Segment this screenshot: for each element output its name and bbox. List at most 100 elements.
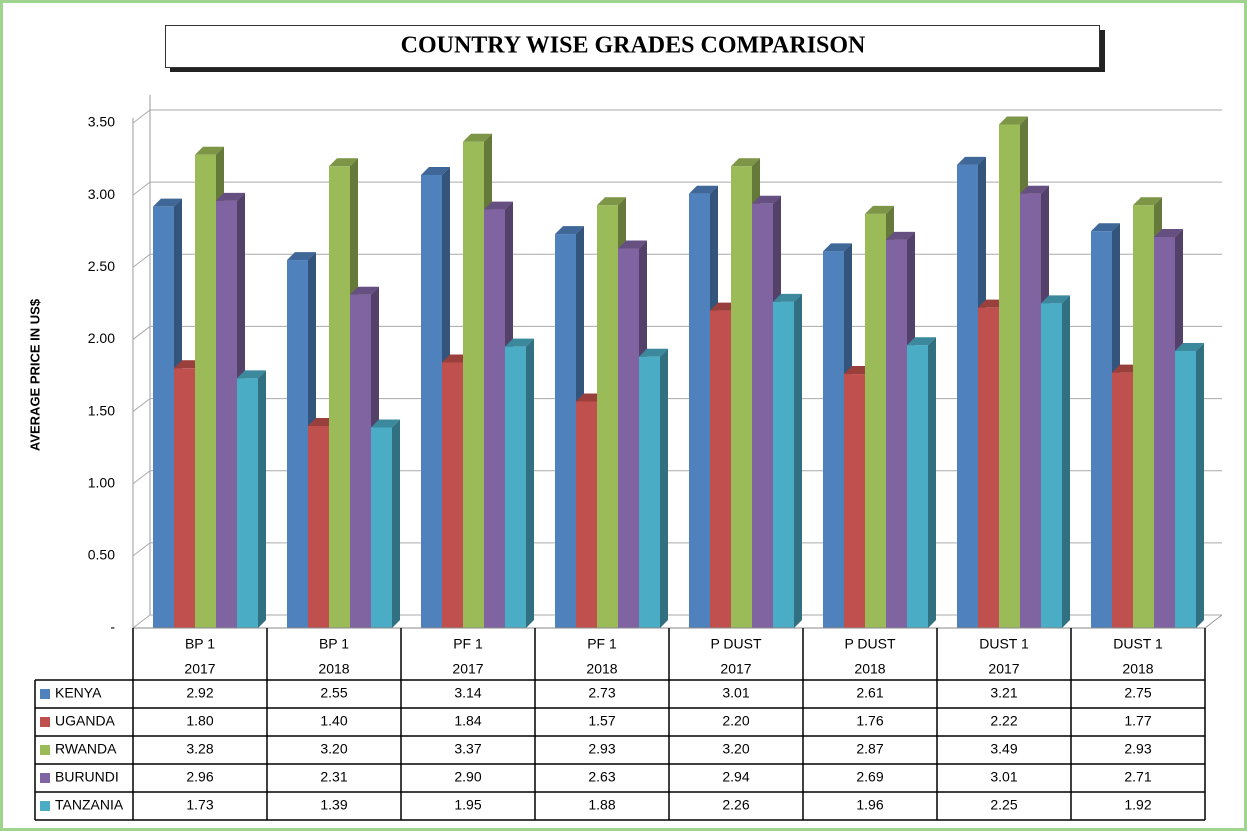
bar-top bbox=[463, 133, 492, 142]
y-axis-label: AVERAGE PRICE IN US$ bbox=[27, 298, 42, 451]
bar-side bbox=[794, 293, 802, 628]
bar-top bbox=[865, 205, 894, 214]
table-value: 3.21 bbox=[990, 685, 1017, 701]
bar-top-shade bbox=[1041, 295, 1070, 304]
bar bbox=[350, 294, 371, 628]
bar-top-shade bbox=[153, 198, 182, 207]
table-value: 2.55 bbox=[320, 685, 347, 701]
x-tick-label: 2018 bbox=[318, 661, 349, 677]
bar bbox=[1175, 350, 1196, 628]
table-value: 2.69 bbox=[856, 769, 883, 785]
bar-top-shade bbox=[484, 201, 513, 210]
bar-top-shade bbox=[1154, 228, 1183, 237]
bar-top-shade bbox=[752, 195, 781, 204]
table-value: 3.49 bbox=[990, 741, 1017, 757]
bar bbox=[639, 356, 660, 628]
bar-top bbox=[1154, 228, 1183, 237]
table-value: 2.63 bbox=[588, 769, 615, 785]
bar-top-shade bbox=[639, 348, 668, 357]
bar-top bbox=[618, 240, 647, 249]
grid-line bbox=[132, 325, 1222, 340]
table-value: 1.39 bbox=[320, 797, 347, 813]
bar bbox=[597, 205, 618, 628]
bar-side bbox=[392, 419, 400, 628]
bar bbox=[287, 260, 308, 628]
bar bbox=[195, 154, 216, 628]
x-tick-label: 2018 bbox=[1122, 661, 1153, 677]
bar-top bbox=[731, 158, 760, 167]
bar bbox=[1091, 231, 1112, 628]
bar bbox=[576, 401, 597, 628]
bar-side-shade bbox=[258, 370, 266, 628]
bar bbox=[371, 427, 392, 628]
bar-top-shade bbox=[555, 226, 584, 235]
bar bbox=[463, 141, 484, 628]
legend-label: TANZANIA bbox=[55, 797, 124, 813]
bar bbox=[773, 301, 794, 628]
bar bbox=[237, 378, 258, 628]
bar bbox=[216, 200, 237, 628]
bar-side bbox=[526, 338, 534, 628]
bar-top bbox=[1041, 295, 1070, 304]
table-value: 2.93 bbox=[1124, 741, 1151, 757]
table-value: 1.96 bbox=[856, 797, 883, 813]
bar-top bbox=[1175, 342, 1204, 351]
bar-side-shade bbox=[1062, 295, 1070, 628]
bar-top-shade bbox=[505, 338, 534, 347]
y-tick-label: 2.50 bbox=[88, 258, 115, 274]
bar-top bbox=[1091, 223, 1120, 232]
bar bbox=[907, 345, 928, 628]
bar-top-shade bbox=[1020, 185, 1049, 194]
x-tick-label: 2017 bbox=[988, 661, 1019, 677]
bar bbox=[731, 166, 752, 629]
bar-top bbox=[639, 348, 668, 357]
bar bbox=[329, 166, 350, 629]
title-box bbox=[165, 25, 1100, 68]
table-value: 1.88 bbox=[588, 797, 615, 813]
bar bbox=[1112, 372, 1133, 628]
y-tick-label: 2.00 bbox=[88, 330, 115, 346]
table-value: 2.71 bbox=[1124, 769, 1151, 785]
bar-side bbox=[1196, 342, 1204, 628]
legend-swatch bbox=[40, 801, 50, 811]
axis-line bbox=[1204, 614, 1223, 629]
bar-top bbox=[555, 226, 584, 235]
bar-top bbox=[823, 243, 852, 252]
table-value: 3.28 bbox=[186, 741, 213, 757]
x-tick-label: P DUST bbox=[844, 636, 896, 652]
y-tick-label: - bbox=[110, 619, 115, 635]
bar-top bbox=[350, 286, 379, 295]
bar bbox=[618, 248, 639, 628]
bar-top-shade bbox=[1175, 342, 1204, 351]
table-value: 1.73 bbox=[186, 797, 213, 813]
table-value: 2.26 bbox=[722, 797, 749, 813]
bar-top bbox=[999, 116, 1028, 125]
table-value: 3.20 bbox=[320, 741, 347, 757]
bar-top-shade bbox=[350, 286, 379, 295]
x-tick-label: 2018 bbox=[854, 661, 885, 677]
bar-side-shade bbox=[1196, 342, 1204, 628]
bar-top-shade bbox=[865, 205, 894, 214]
bar bbox=[999, 124, 1020, 628]
bar bbox=[153, 206, 174, 628]
table-value: 2.25 bbox=[990, 797, 1017, 813]
bar-top bbox=[153, 198, 182, 207]
bar bbox=[752, 203, 773, 629]
grid-line bbox=[132, 109, 1222, 124]
bar-top bbox=[907, 337, 936, 346]
y-tick-label: 1.50 bbox=[88, 402, 115, 418]
bar-top-shade bbox=[195, 146, 224, 155]
x-tick-label: DUST 1 bbox=[1113, 636, 1163, 652]
bar-top bbox=[597, 197, 626, 206]
bar bbox=[308, 426, 329, 628]
bar-top-shade bbox=[287, 252, 316, 261]
bar-top-shade bbox=[618, 240, 647, 249]
table-value: 3.01 bbox=[990, 769, 1017, 785]
bar bbox=[823, 251, 844, 628]
bar-top-shade bbox=[886, 231, 915, 240]
bar-side-shade bbox=[660, 348, 668, 628]
chart-title: COUNTRY WISE GRADES COMPARISON bbox=[401, 33, 866, 59]
bar bbox=[1154, 236, 1175, 628]
bar bbox=[710, 310, 731, 628]
